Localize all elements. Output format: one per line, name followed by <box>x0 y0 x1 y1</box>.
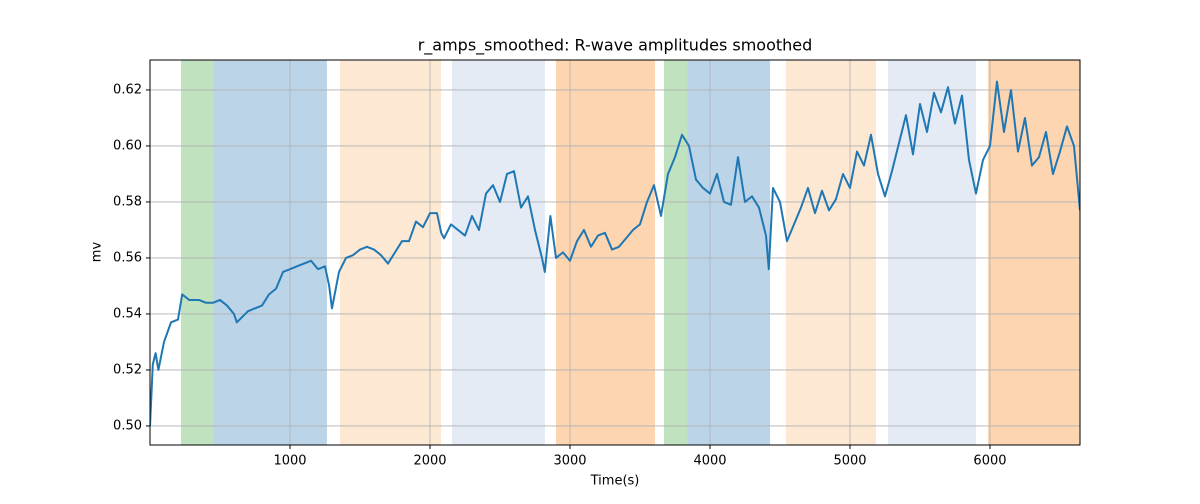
y-tick-label: 0.56 <box>113 250 142 265</box>
chart-title: r_amps_smoothed: R-wave amplitudes smoot… <box>418 36 813 56</box>
x-tick-label: 6000 <box>973 454 1006 469</box>
y-tick-label: 0.52 <box>113 362 142 377</box>
shaded-span <box>663 60 688 445</box>
x-tick-label: 4000 <box>693 454 726 469</box>
y-axis-label: mv <box>90 242 105 263</box>
x-tick-label: 2000 <box>413 454 446 469</box>
y-tick-label: 0.54 <box>113 306 142 321</box>
x-tick-label: 5000 <box>833 454 866 469</box>
shaded-span <box>887 60 976 445</box>
shaded-span <box>451 60 545 445</box>
y-tick-label: 0.62 <box>113 82 142 97</box>
y-tick-label: 0.50 <box>113 418 142 433</box>
shaded-span <box>687 60 771 445</box>
shaded-span <box>213 60 327 445</box>
y-tick-label: 0.58 <box>113 194 142 209</box>
shaded-span <box>555 60 655 445</box>
x-tick-label: 1000 <box>273 454 306 469</box>
x-axis-label: Time(s) <box>590 474 640 489</box>
plot-frame <box>149 59 1081 446</box>
y-tick-label: 0.60 <box>113 138 142 153</box>
shaded-span <box>786 60 877 445</box>
x-tick-label: 3000 <box>553 454 586 469</box>
shaded-span <box>180 60 214 445</box>
data-line <box>150 80 1080 427</box>
